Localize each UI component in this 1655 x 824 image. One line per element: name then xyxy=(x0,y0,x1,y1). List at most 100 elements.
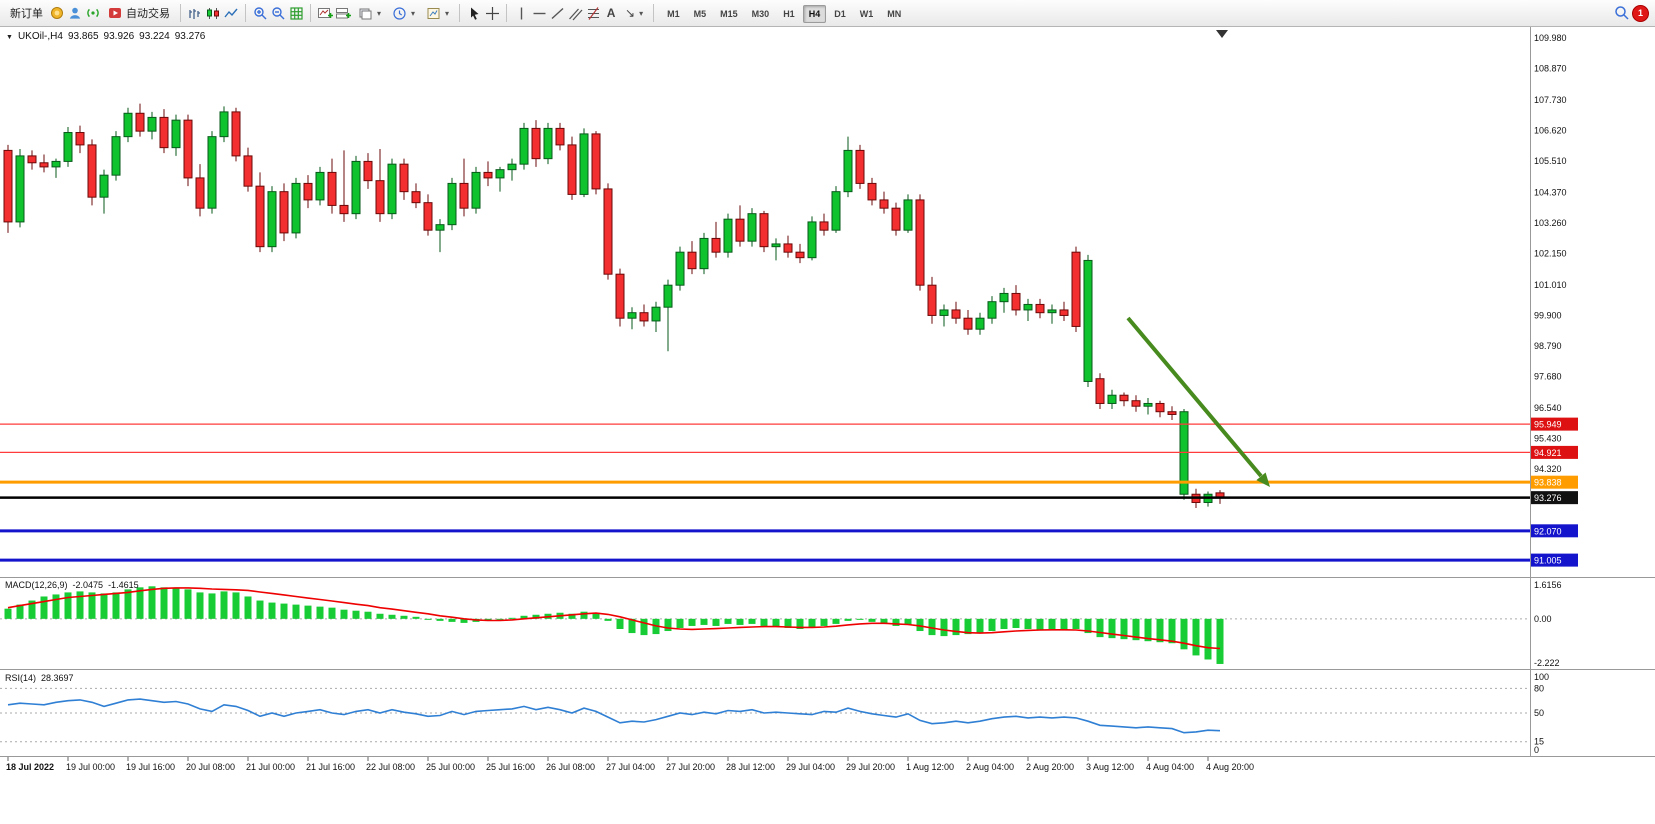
cursor-icon[interactable] xyxy=(466,5,482,21)
deposit-icon[interactable] xyxy=(49,5,65,21)
timeframe-button-m30[interactable]: M30 xyxy=(751,9,770,19)
price-axis-label: 107.730 xyxy=(1534,95,1567,105)
time-axis-label: 26 Jul 08:00 xyxy=(546,762,595,772)
notification-badge[interactable]: 1 xyxy=(1632,4,1649,22)
timeframe-group: M1 M5 M15 M30 H1 H4 D1 W1 MN xyxy=(660,4,908,23)
time-axis-label: 22 Jul 08:00 xyxy=(366,762,415,772)
price-axis[interactable]: 109.980 108.870 107.730 106.620 105.510 104.3… xyxy=(1534,33,1567,474)
chart-shift-marker[interactable] xyxy=(1216,30,1228,38)
timeframe-button-h1[interactable]: H1 xyxy=(783,9,795,19)
timeframe-button-m5[interactable]: M5 xyxy=(693,9,707,19)
macd-bar xyxy=(676,618,684,628)
rsi-value: 28.3697 xyxy=(41,673,74,683)
profiles-dropdown[interactable]: ▾ xyxy=(353,2,385,24)
time-axis-label: 20 Jul 08:00 xyxy=(186,762,235,772)
macd-bar xyxy=(844,618,852,621)
macd-bar xyxy=(1072,618,1080,629)
zoom-out-icon[interactable] xyxy=(270,5,286,21)
new-order-button[interactable]: 新订单 xyxy=(6,2,47,24)
macd-bar xyxy=(568,613,576,619)
symbol-info-line: ▼ UKOil-,H4 93.865 93.926 93.224 93.276 xyxy=(6,31,205,42)
chart-candles-icon[interactable] xyxy=(205,5,221,21)
price-axis-label: 103.260 xyxy=(1534,218,1567,228)
macd-bar xyxy=(4,608,12,619)
macd-signal-line xyxy=(7,587,1221,650)
macd-bar xyxy=(352,610,360,619)
macd-bar xyxy=(448,618,456,622)
crosshair-icon[interactable] xyxy=(484,5,500,21)
timeframe-button-m1[interactable]: M1 xyxy=(667,9,680,19)
vertical-line-icon[interactable] xyxy=(513,5,529,21)
community-icon[interactable] xyxy=(67,5,83,21)
timeframe-button-w1[interactable]: W1 xyxy=(859,9,874,19)
price-badge xyxy=(1531,417,1578,431)
time-axis-label: 2 Aug 04:00 xyxy=(966,762,1014,772)
macd-pane: 1.6156 0.00 -2.222 xyxy=(0,580,1562,668)
macd-name: MACD(12,26,9) xyxy=(5,580,68,590)
macd-bar xyxy=(760,618,768,626)
periods-dropdown[interactable]: ▾ xyxy=(387,2,419,24)
macd-bar xyxy=(316,606,324,619)
svg-text:91.005: 91.005 xyxy=(1534,556,1562,566)
price-axis-label: 109.980 xyxy=(1534,33,1567,43)
time-axis[interactable]: 18 Jul 2022 19 Jul 00:00 19 Jul 16:00 20 Ju… xyxy=(6,757,1254,772)
auto-trading-label: 自动交易 xyxy=(126,8,170,20)
fibonacci-icon[interactable] xyxy=(585,5,601,21)
timeframe-button-d1[interactable]: D1 xyxy=(834,9,846,19)
time-axis-label: 19 Jul 00:00 xyxy=(66,762,115,772)
macd-bar xyxy=(1096,618,1104,638)
price-badge xyxy=(1531,445,1578,459)
macd-bar xyxy=(1156,618,1164,643)
time-axis-label: 27 Jul 20:00 xyxy=(666,762,715,772)
one-click-trading-toggle[interactable]: ▼ xyxy=(6,34,13,41)
timeframe-button-m15[interactable]: M15 xyxy=(720,9,738,19)
ohlc-open: 93.865 xyxy=(67,31,99,42)
chart-bars-icon[interactable] xyxy=(187,5,203,21)
arrows-dropdown[interactable]: ↘ ▾ xyxy=(621,4,647,22)
macd-bar xyxy=(304,605,312,619)
search-icon[interactable] xyxy=(1614,5,1630,21)
time-axis-label: 29 Jul 04:00 xyxy=(786,762,835,772)
macd-bar xyxy=(292,604,300,619)
macd-bar xyxy=(904,618,912,625)
time-axis-label: 21 Jul 00:00 xyxy=(246,762,295,772)
templates-dropdown[interactable]: ▾ xyxy=(421,2,453,24)
macd-bar xyxy=(40,596,48,619)
price-axis-label: 108.870 xyxy=(1534,64,1567,74)
macd-bar xyxy=(772,618,780,627)
macd-indicator-label: MACD(12,26,9) -2.0475 -1.4615 xyxy=(5,580,139,590)
chart-line-icon[interactable] xyxy=(223,5,239,21)
macd-bar xyxy=(724,618,732,624)
timeframe-button-mn[interactable]: MN xyxy=(887,9,902,19)
horizontal-line-icon[interactable] xyxy=(531,5,547,21)
indicator-window-icon[interactable] xyxy=(335,5,351,21)
rsi-axis-label: 100 xyxy=(1534,672,1549,682)
macd-bar xyxy=(328,607,336,619)
indicators-icon[interactable] xyxy=(317,5,333,21)
macd-bar xyxy=(928,618,936,636)
zoom-in-icon[interactable] xyxy=(252,5,268,21)
macd-bar xyxy=(1132,618,1140,641)
svg-text:93.276: 93.276 xyxy=(1534,493,1562,503)
macd-bar xyxy=(88,592,96,619)
customer-service-icon[interactable] xyxy=(85,5,101,21)
auto-trading-button[interactable]: 自动交易 xyxy=(103,2,174,24)
trend-arrow[interactable] xyxy=(1126,316,1263,478)
price-axis-label: 104.370 xyxy=(1534,187,1567,197)
time-axis-label: 18 Jul 2022 xyxy=(6,762,54,772)
chevron-down-icon: ▾ xyxy=(639,8,644,18)
trendline-icon[interactable] xyxy=(549,5,565,21)
grid-icon[interactable] xyxy=(288,5,304,21)
macd-bar xyxy=(76,591,84,619)
macd-bar xyxy=(424,618,432,620)
new-order-label: 新订单 xyxy=(10,8,43,20)
timeframe-button-h4[interactable]: H4 xyxy=(802,5,827,23)
macd-bar xyxy=(148,586,156,619)
text-icon[interactable]: A xyxy=(606,6,616,20)
macd-bar xyxy=(28,600,36,619)
channel-icon[interactable] xyxy=(567,5,583,21)
macd-bar xyxy=(1084,618,1092,634)
time-axis-label: 25 Jul 16:00 xyxy=(486,762,535,772)
